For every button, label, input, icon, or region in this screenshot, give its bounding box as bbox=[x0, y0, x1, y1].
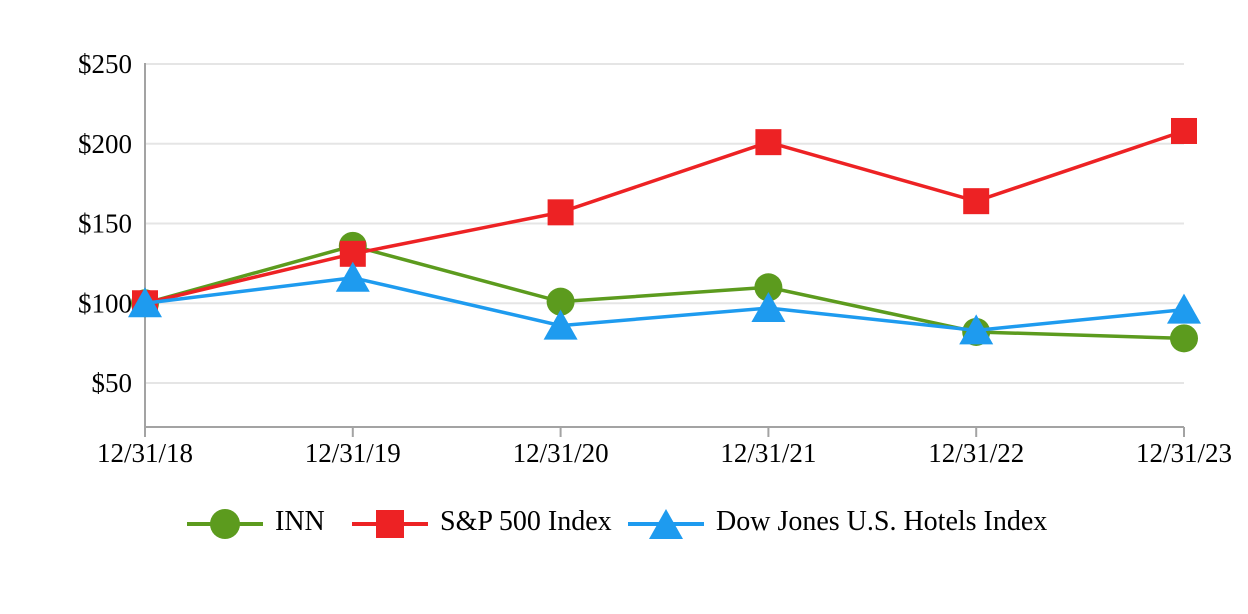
x-axis-tick-label: 12/31/21 bbox=[720, 438, 816, 468]
series-line bbox=[144, 275, 1185, 333]
dj-hotels-line-triangle-icon bbox=[628, 509, 704, 539]
data-point-triangle bbox=[543, 309, 578, 340]
data-point-circle bbox=[754, 273, 783, 302]
data-point-triangle bbox=[335, 261, 370, 292]
y-axis-tick-label: $100 bbox=[78, 288, 132, 318]
legend-item-sp500: S&P 500 Index bbox=[352, 503, 612, 545]
legend-label-dj-hotels: Dow Jones U.S. Hotels Index bbox=[716, 506, 1048, 537]
series-line bbox=[144, 244, 1185, 341]
legend-item-dj-hotels: Dow Jones U.S. Hotels Index bbox=[628, 503, 1047, 545]
y-axis-tick-label: $250 bbox=[78, 49, 132, 79]
x-axis-tick-label: 12/31/19 bbox=[305, 438, 401, 468]
y-axis-tick-label: $150 bbox=[78, 209, 132, 239]
y-axis-tick-label: $50 bbox=[92, 368, 133, 398]
data-point-triangle bbox=[959, 314, 994, 345]
inn-line-circle-icon bbox=[187, 509, 263, 539]
y-axis-tick-label: $200 bbox=[78, 129, 132, 159]
data-point-square bbox=[547, 199, 574, 226]
legend-label-sp500: S&P 500 Index bbox=[440, 506, 612, 537]
x-axis-tick-label: 12/31/23 bbox=[1136, 438, 1232, 468]
data-point-triangle bbox=[751, 292, 786, 323]
sp500-line-square-icon bbox=[352, 510, 428, 538]
x-axis-tick-label: 12/31/22 bbox=[928, 438, 1024, 468]
data-point-circle bbox=[546, 287, 575, 316]
x-axis-tick-label: 12/31/18 bbox=[97, 438, 193, 468]
data-point-triangle bbox=[128, 287, 162, 318]
data-point-square bbox=[755, 129, 782, 156]
chart-legend: INN S&P 500 Index Dow Jones U.S. Hotels … bbox=[0, 503, 1248, 545]
data-point-triangle bbox=[1167, 293, 1201, 324]
data-point-square bbox=[1171, 117, 1197, 144]
data-point-square bbox=[963, 188, 990, 215]
series-line bbox=[144, 129, 1185, 305]
data-point-circle bbox=[1170, 324, 1198, 353]
legend-label-inn: INN bbox=[275, 506, 325, 537]
legend-item-inn: INN bbox=[187, 503, 325, 545]
x-axis-tick-label: 12/31/20 bbox=[513, 438, 609, 468]
